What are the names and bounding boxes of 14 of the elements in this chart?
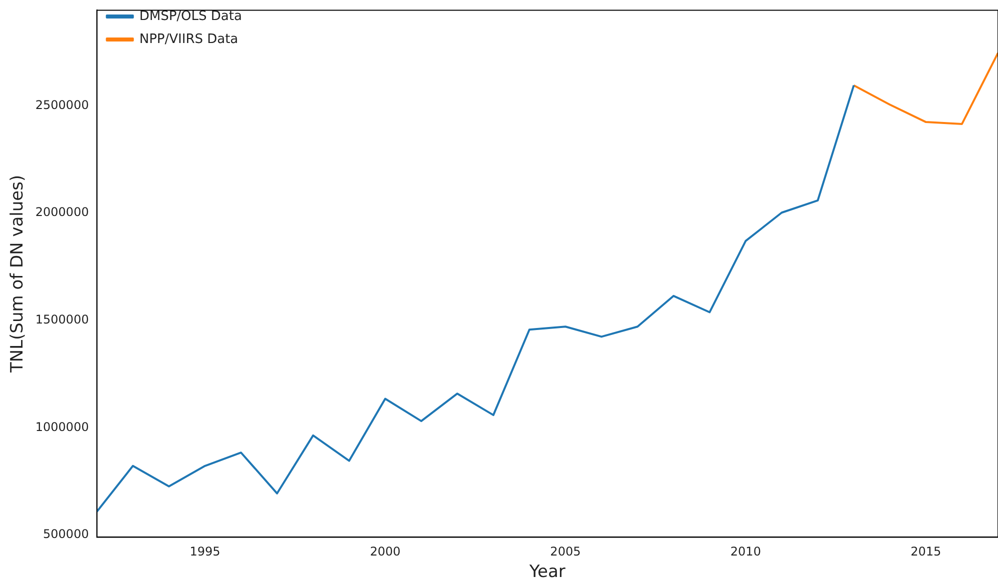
legend-label: NPP/VIIRS Data — [139, 32, 238, 47]
x-axis-title: Year — [528, 562, 566, 582]
legend-label: DMSP/OLS Data — [139, 8, 242, 24]
y-tick-label: 1500000 — [35, 312, 89, 327]
y-tick-label: 500000 — [43, 527, 89, 542]
x-tick-label: 2005 — [550, 544, 581, 559]
y-tick-label: 1000000 — [35, 420, 89, 434]
x-tick-label: 2015 — [910, 544, 942, 559]
y-tick-label: 2500000 — [35, 98, 89, 112]
y-tick-label: 2000000 — [35, 205, 89, 220]
x-tick-label: 2010 — [730, 544, 761, 559]
y-axis-title: TNL(Sum of DN values) — [8, 174, 28, 374]
x-tick-label: 1995 — [190, 544, 220, 559]
x-tick-label: 2000 — [370, 544, 400, 559]
